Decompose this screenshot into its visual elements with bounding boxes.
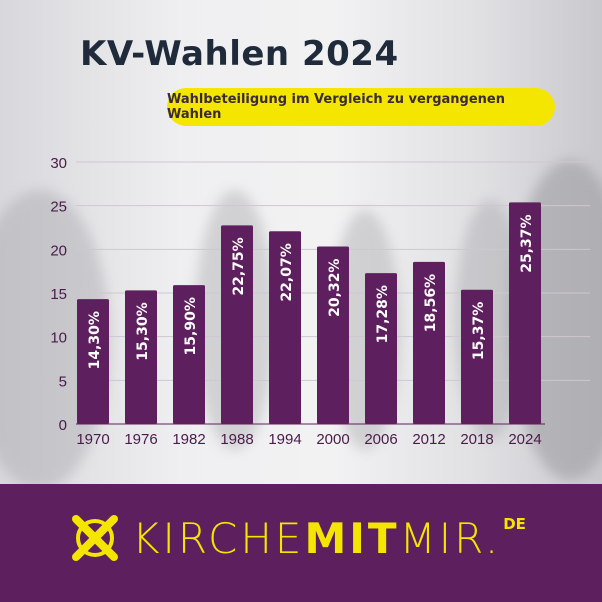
y-tick-label: 5 [59,373,67,390]
x-tick-label: 1976 [124,431,157,448]
bar [365,273,397,424]
ballot-cross-icon [72,515,118,561]
bar [125,290,157,424]
y-tick-label: 0 [59,417,67,434]
data-label: 18,56% [423,274,439,332]
data-label: 14,30% [87,311,103,369]
x-tick-label: 1970 [76,431,109,448]
y-tick-label: 25 [50,199,67,216]
subtitle-badge: Wahlbeteiligung im Vergleich zu vergange… [167,88,555,126]
data-label: 15,37% [471,302,487,360]
bar [77,299,109,424]
bar [317,246,349,424]
data-label: 20,32% [327,259,343,317]
x-tick-label: 1982 [172,431,205,448]
x-tick-label: 2000 [316,431,349,448]
x-tick-label: 1994 [268,431,301,448]
bar [173,285,205,424]
logo: KIRCHEMITMIR. DE [70,513,526,563]
y-tick-label: 30 [50,155,67,172]
data-label: 15,90% [183,297,199,355]
x-tick-label: 2018 [460,431,493,448]
data-label: 17,28% [375,285,391,343]
y-tick-label: 20 [50,242,67,259]
bar [221,225,253,424]
bar-chart: 0 5 10 15 20 25 30 14,30% 1970 15,30% 1976 15,90% 19… [50,155,590,448]
bar [269,231,301,424]
bar [461,289,493,424]
bar [509,202,541,424]
logo-tld: DE [503,515,526,533]
bar [413,261,445,424]
logo-text: KIRCHEMITMIR. [132,513,502,563]
data-label: 22,75% [231,237,247,295]
y-tick-label: 15 [50,286,67,303]
data-label: 25,37% [519,214,535,272]
x-tick-label: 2024 [508,431,541,448]
x-tick-label: 2006 [364,431,397,448]
page-title: KV-Wahlen 2024 [80,34,399,74]
data-label: 22,07% [279,243,295,301]
x-tick-label: 1988 [220,431,253,448]
data-label: 15,30% [135,302,151,360]
y-tick-label: 10 [50,330,67,347]
x-tick-label: 2012 [412,431,445,448]
